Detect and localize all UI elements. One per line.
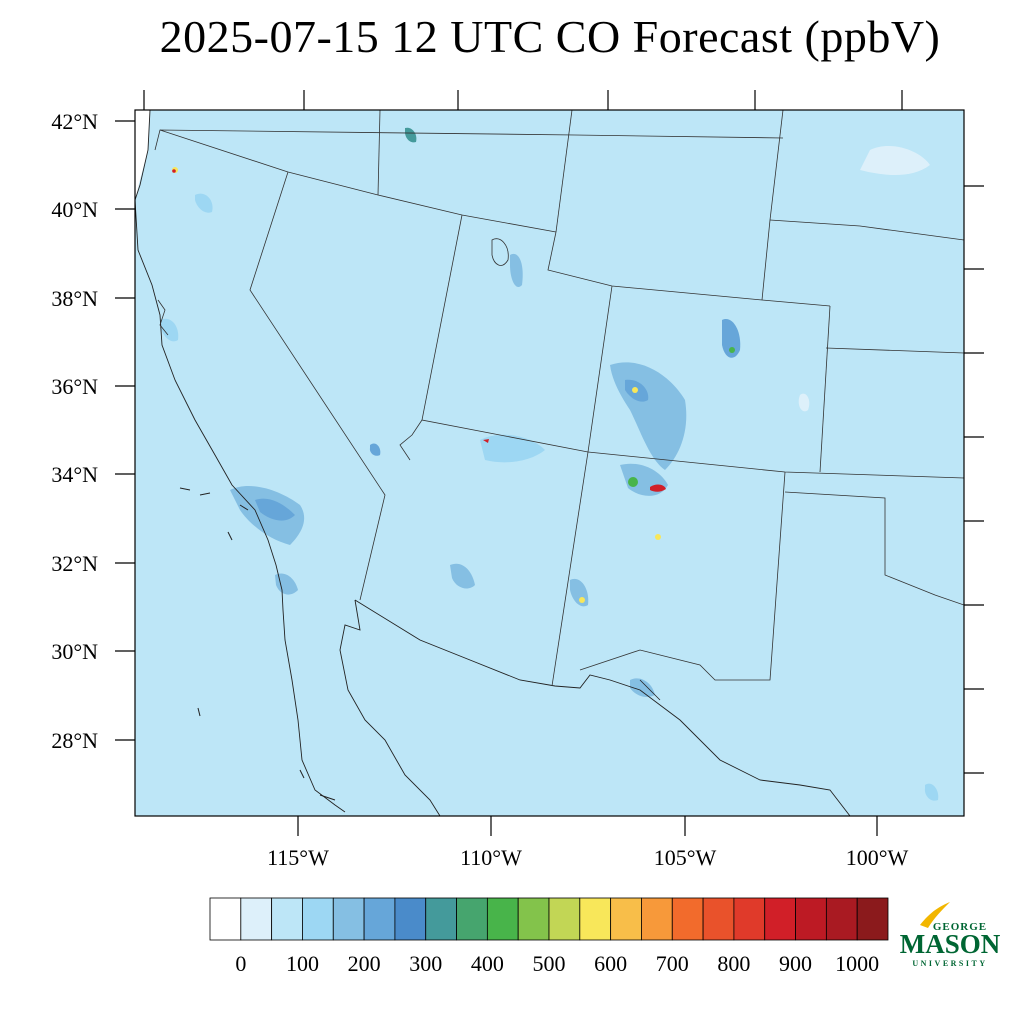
- colorbar-label: 0: [235, 951, 246, 976]
- colorbar-label: 1000: [835, 951, 879, 976]
- lat-label-30: 30°N: [51, 639, 98, 664]
- lon-label-115: 115°W: [267, 845, 329, 870]
- lat-label-34: 34°N: [51, 462, 98, 487]
- colorbar-swatch: [240, 897, 273, 941]
- colorbar-label: 600: [594, 951, 627, 976]
- colorbar-swatch: [332, 897, 365, 941]
- colorbar-swatch: [610, 897, 642, 941]
- top-ticks: [143, 90, 903, 110]
- colorbar-swatch: [702, 897, 735, 941]
- colorbar-swatch: [579, 897, 612, 941]
- coastline: [135, 110, 346, 813]
- state-borders: [154, 110, 964, 687]
- colorbar-swatch: [394, 897, 427, 941]
- colorbar-swatch: [671, 897, 704, 941]
- logo-george: GEORGE: [933, 921, 987, 933]
- lat-label-40: 40°N: [51, 197, 98, 222]
- lat-label-32: 32°N: [51, 551, 98, 576]
- colorbar-swatch: [548, 897, 581, 941]
- colorbar-label: 200: [348, 951, 381, 976]
- lat-label-28: 28°N: [51, 728, 98, 753]
- map-area: [135, 110, 964, 816]
- lon-label-105: 105°W: [654, 845, 717, 870]
- map-title: 2025-07-15 12 UTC CO Forecast (ppbV): [159, 11, 941, 62]
- logo-mason: MASON: [900, 929, 1001, 959]
- colorbar-label: 100: [286, 951, 319, 976]
- colorbar-swatch: [271, 897, 303, 941]
- colorbar-swatch: [733, 897, 766, 941]
- lat-label-42: 42°N: [51, 109, 98, 134]
- colorbar-swatch: [486, 897, 519, 941]
- colorbar-swatch: [425, 897, 457, 941]
- colorbar-swatch: [641, 897, 673, 941]
- colorbar-label: 900: [779, 951, 812, 976]
- colorbar-swatch: [856, 897, 889, 941]
- right-ticks: [964, 185, 984, 774]
- colorbar-swatch: [363, 897, 396, 941]
- colorbar-label: 800: [717, 951, 750, 976]
- hotspot-red: [650, 484, 666, 492]
- colorbar-labels: 0 100 200 300 400 500 600 700 800 900 1000: [235, 951, 879, 976]
- colorbar-swatch: [302, 897, 334, 941]
- nebraska-light: [860, 145, 930, 175]
- colorbar-label: 500: [533, 951, 566, 976]
- colorbar-swatch: [456, 897, 488, 941]
- bottom-ticks: [297, 816, 878, 836]
- lon-label-110: 110°W: [460, 845, 522, 870]
- colorbar-label: 300: [409, 951, 442, 976]
- logo-university: UNIVERSITY: [912, 959, 987, 968]
- logo-swoosh: [920, 902, 950, 928]
- lat-label-38: 38°N: [51, 286, 98, 311]
- lat-ticks: [115, 120, 135, 741]
- hotspot-green: [628, 477, 638, 487]
- colorbar: [209, 897, 889, 941]
- colorbar-label: 400: [471, 951, 504, 976]
- colorbar-swatch: [764, 897, 796, 941]
- lon-label-100: 100°W: [846, 845, 909, 870]
- lat-label-36: 36°N: [51, 374, 98, 399]
- concentration-hotspots: [160, 127, 939, 801]
- colorbar-swatch: [795, 897, 827, 941]
- colorbar-swatch: [209, 897, 242, 941]
- colorbar-label: 700: [656, 951, 689, 976]
- mexico-coast: [354, 599, 851, 816]
- pacific-edge: [135, 110, 150, 200]
- colorbar-swatch: [517, 897, 550, 941]
- gmu-logo: GEORGE MASON UNIVERSITY: [900, 902, 1001, 968]
- colorbar-swatch: [825, 897, 858, 941]
- baja-coast-east: [339, 599, 441, 816]
